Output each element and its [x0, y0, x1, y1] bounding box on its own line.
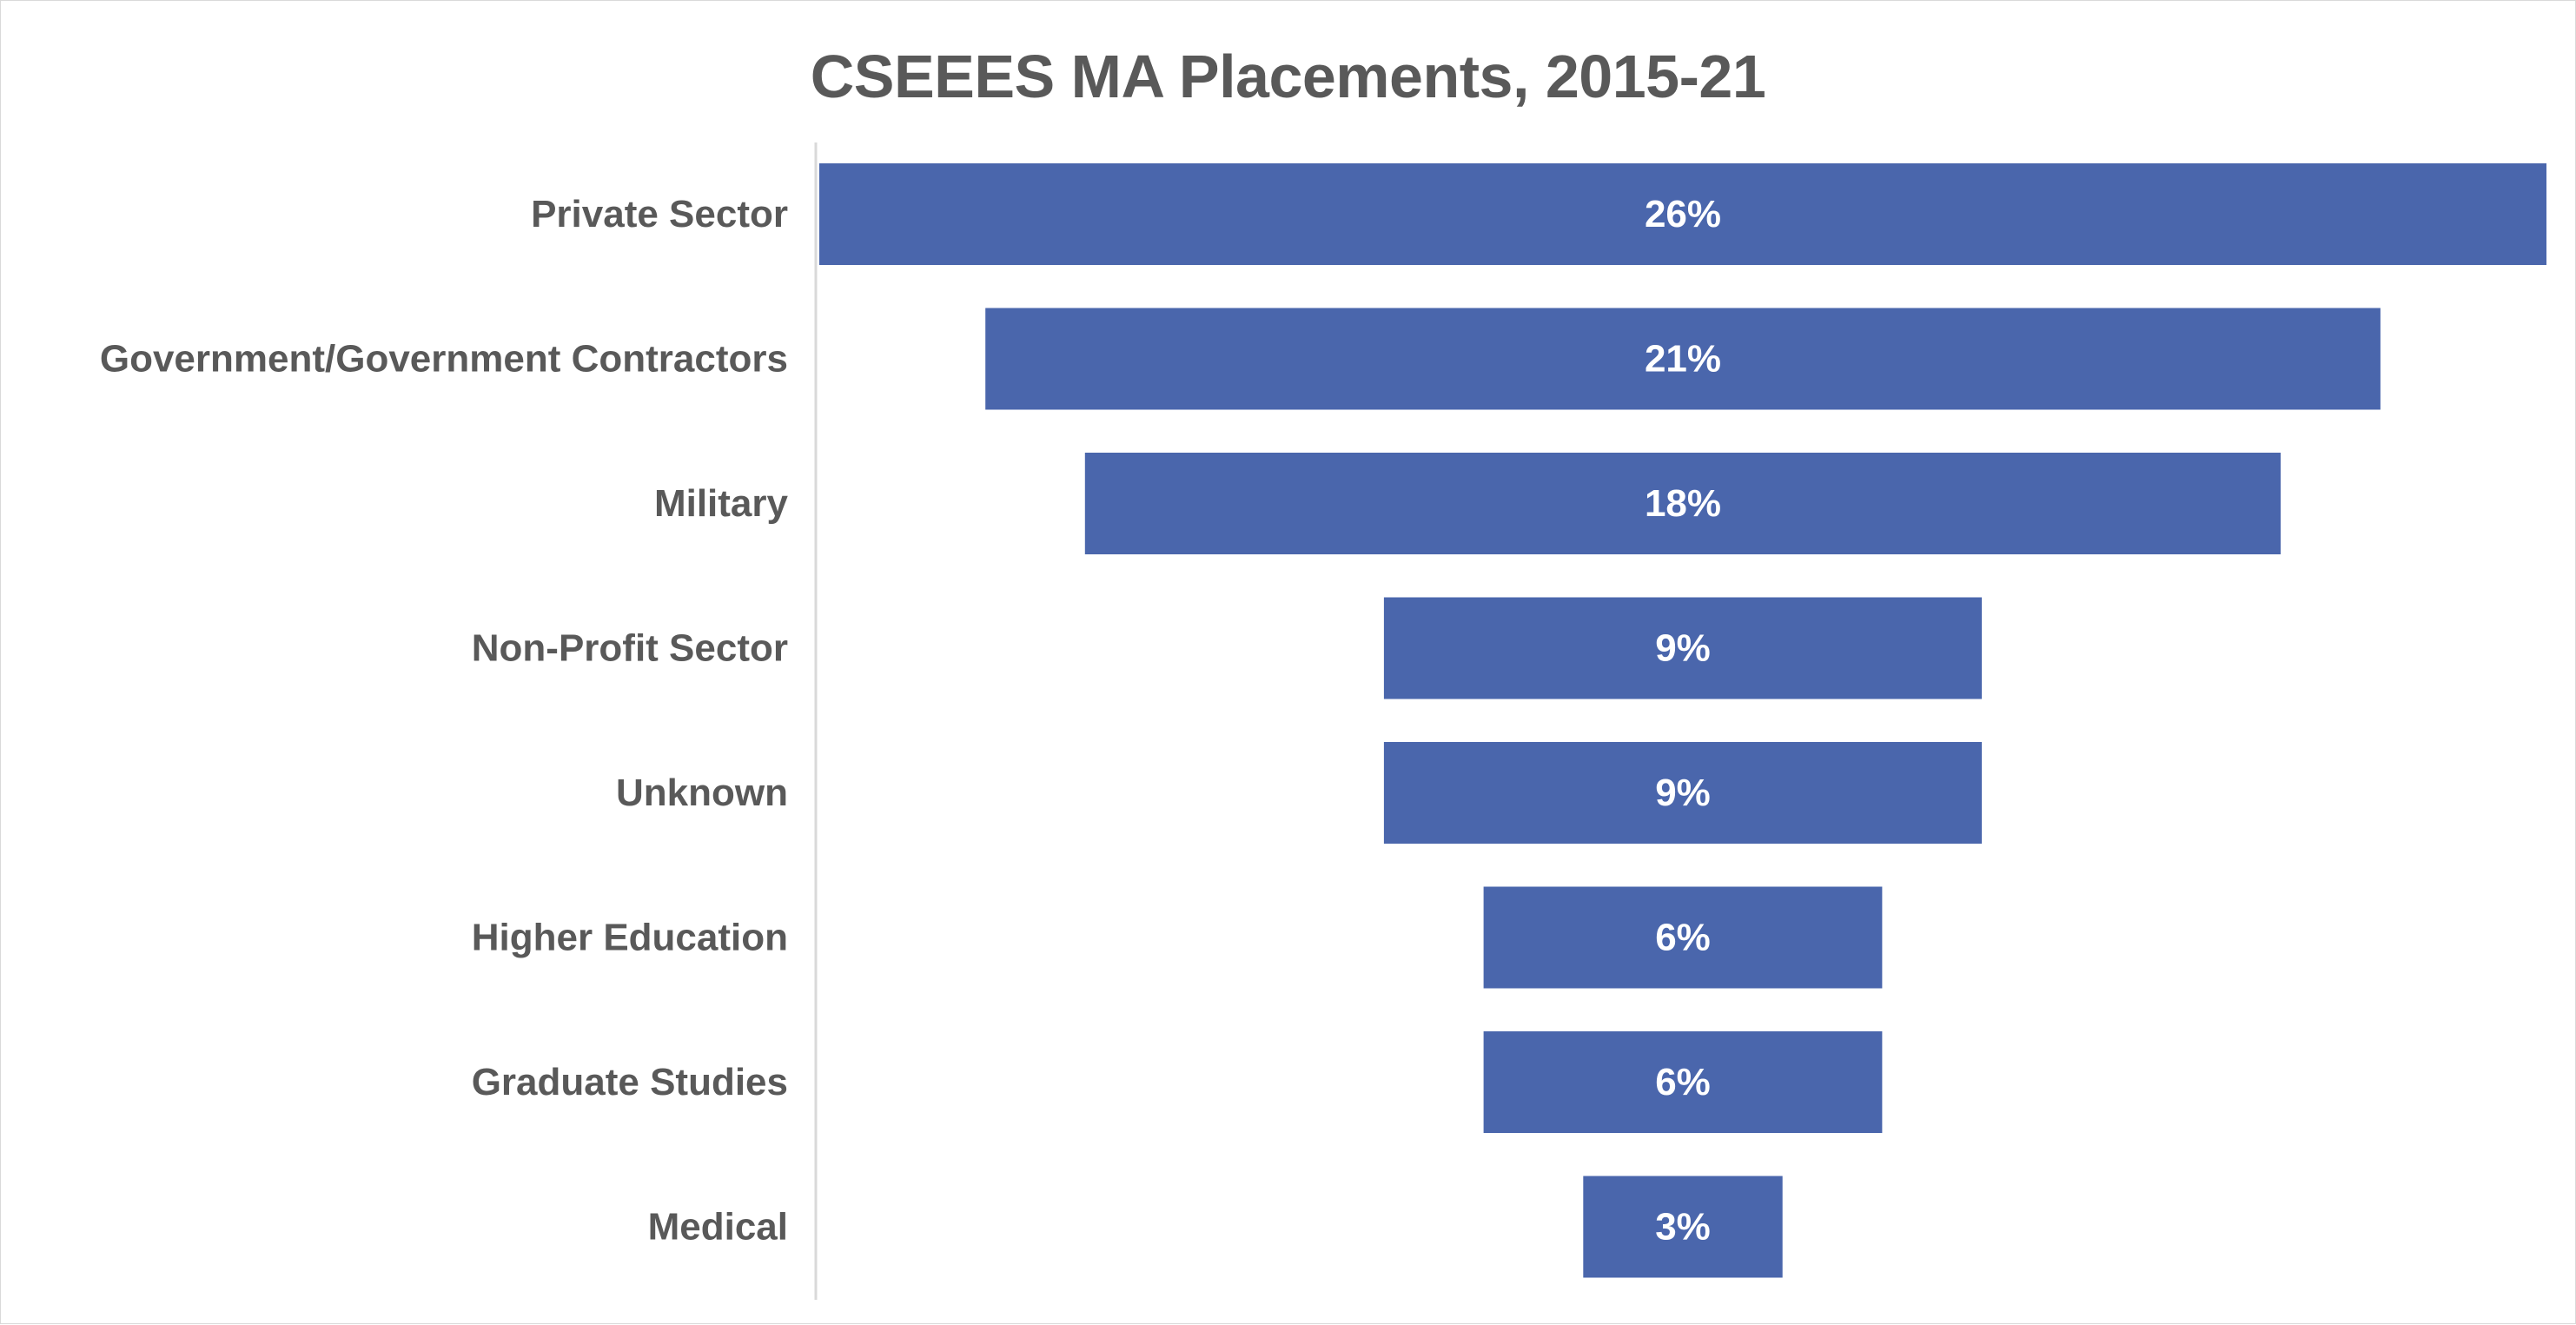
data-label: 21%	[1645, 338, 1721, 381]
bars-layer	[819, 163, 2546, 1278]
data-label: 3%	[1655, 1206, 1711, 1249]
funnel-bar	[1483, 1031, 1883, 1133]
category-label: Non-Profit Sector	[472, 627, 788, 670]
funnel-bar	[985, 308, 2381, 410]
data-label: 9%	[1655, 772, 1711, 814]
data-label: 9%	[1655, 627, 1711, 670]
data-label: 26%	[1645, 193, 1721, 235]
category-label: Medical	[648, 1206, 788, 1249]
category-label: Higher Education	[472, 917, 788, 959]
data-label: 18%	[1645, 482, 1721, 525]
value-labels-layer: 26% 21% 18% 9% 9% 6% 6% 3%	[1645, 193, 1721, 1249]
category-labels-layer: Private Sector Government/Government Cont…	[100, 193, 789, 1249]
chart-title: CSEEES MA Placements, 2015-21	[810, 43, 1766, 110]
funnel-bar	[819, 163, 2546, 265]
funnel-bar	[1383, 597, 1983, 699]
data-label: 6%	[1655, 917, 1711, 959]
funnel-bar	[1084, 453, 2281, 554]
funnel-bar	[1483, 886, 1883, 989]
data-label: 6%	[1655, 1061, 1711, 1103]
category-label: Graduate Studies	[472, 1061, 788, 1103]
funnel-bar	[1583, 1176, 1783, 1278]
funnel-bar	[1383, 742, 1983, 844]
category-label: Private Sector	[531, 193, 788, 235]
category-label: Government/Government Contractors	[100, 338, 788, 381]
category-label: Military	[654, 482, 789, 525]
category-label: Unknown	[616, 772, 788, 814]
